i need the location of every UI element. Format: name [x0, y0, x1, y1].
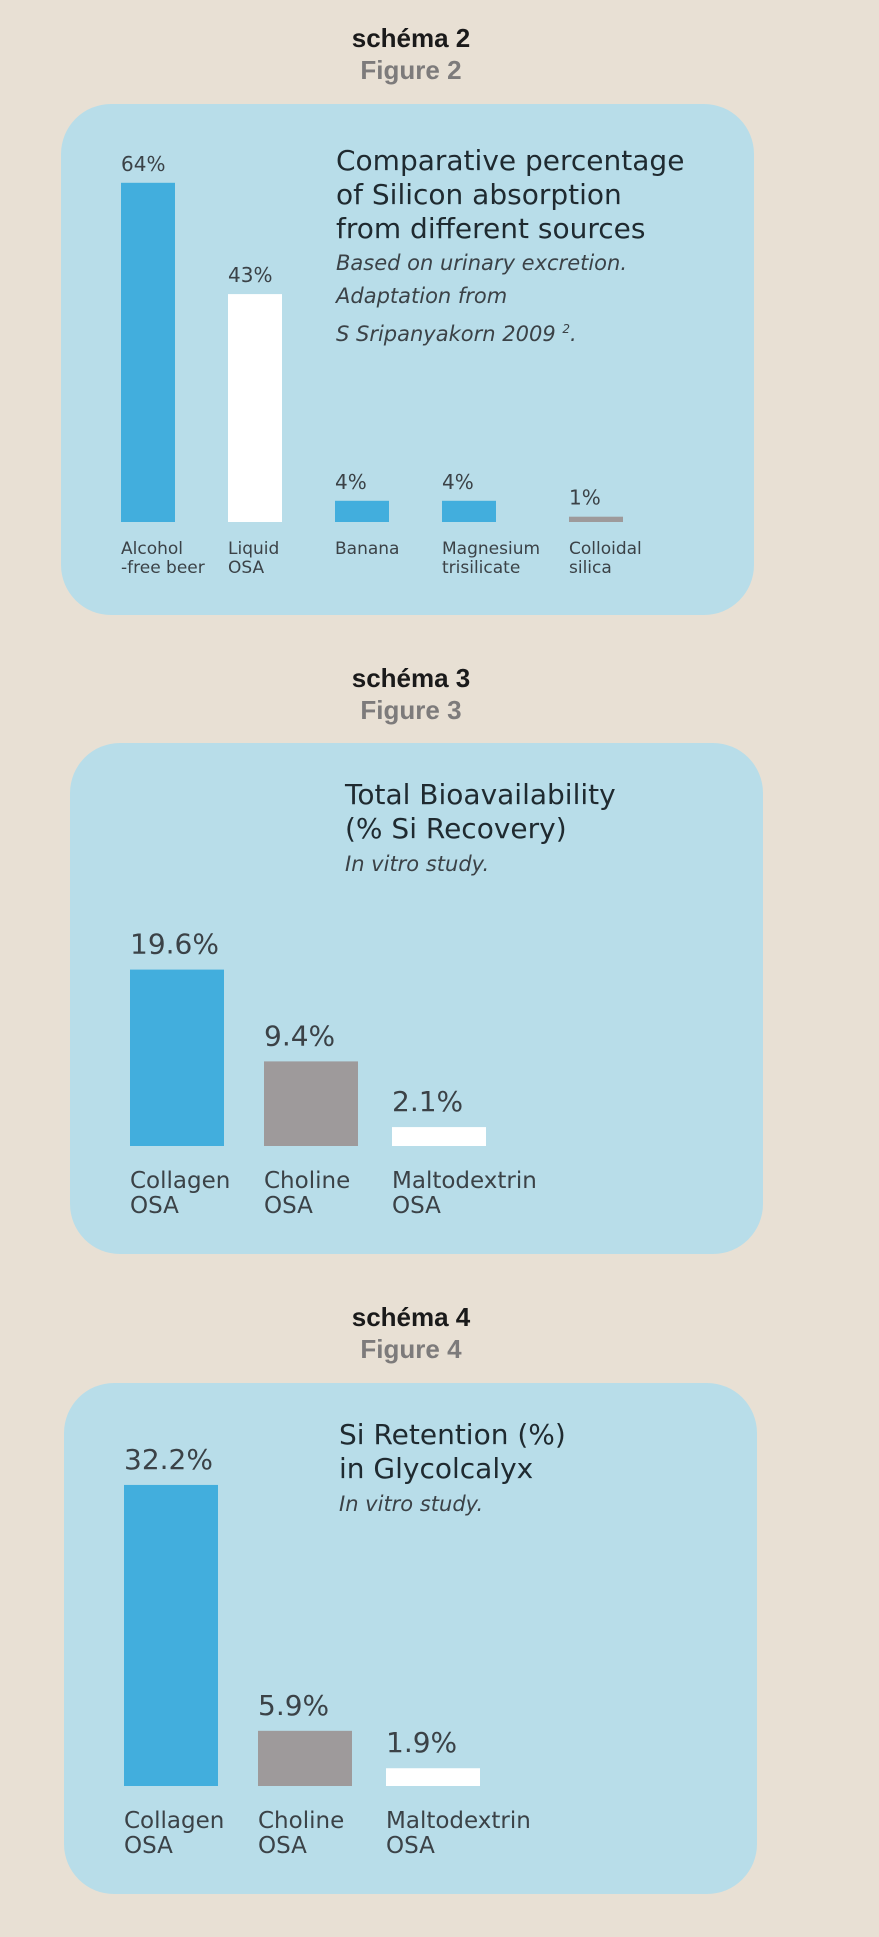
- category-label: OSA: [258, 1833, 307, 1859]
- bar: [121, 182, 175, 523]
- bar: [392, 1127, 486, 1146]
- chart-title: Total Bioavailability (% Si Recovery): [345, 778, 616, 846]
- category-label: Liquid: [228, 539, 279, 559]
- category-label: Choline: [264, 1168, 350, 1194]
- chart-title: Comparative percentage of Silicon absorp…: [336, 144, 684, 246]
- category-label: -free beer: [121, 558, 205, 578]
- citation-superscript: 2: [562, 322, 571, 336]
- category-label: silica: [569, 558, 612, 578]
- bar: [130, 969, 224, 1146]
- category-label: Maltodextrin: [392, 1168, 537, 1194]
- bar: [442, 500, 496, 522]
- category-label: OSA: [264, 1193, 313, 1219]
- subtitle-line: Adaptation from: [336, 284, 508, 308]
- bar: [335, 500, 389, 522]
- chart-title-line: Total Bioavailability: [345, 778, 616, 811]
- figure-3-chart: 19.6%CollagenOSA9.4%CholineOSA2.1%Maltod…: [130, 928, 537, 1219]
- bar: [569, 516, 623, 522]
- value-label: 5.9%: [258, 1689, 329, 1722]
- category-label: Magnesium: [442, 539, 540, 559]
- chart-subtitle: Based on urinary excretion. Adaptation f…: [336, 247, 627, 351]
- category-label: Banana: [335, 539, 399, 559]
- category-label: Collagen: [124, 1808, 224, 1834]
- chart-title-line: Si Retention (%): [339, 1418, 566, 1451]
- value-label: 19.6%: [130, 928, 219, 961]
- chart-title-line: Comparative percentage: [336, 144, 685, 177]
- chart-title: Si Retention (%) in Glycolcalyx: [339, 1418, 566, 1486]
- figure-4-heading-en: Figure 4: [360, 1334, 462, 1364]
- value-label: 64%: [121, 152, 165, 176]
- subtitle-line: In vitro study.: [345, 852, 490, 876]
- figure-3-heading-fr: schéma 3: [351, 663, 471, 693]
- value-label: 32.2%: [124, 1443, 213, 1476]
- value-label: 43%: [228, 263, 272, 287]
- category-label: Alcohol: [121, 539, 183, 559]
- subtitle-line: In vitro study.: [339, 1492, 484, 1516]
- category-label: trisilicate: [442, 558, 520, 578]
- value-label: 1.9%: [386, 1726, 457, 1759]
- category-label: OSA: [386, 1833, 435, 1859]
- chart-subtitle: In vitro study.: [339, 1488, 483, 1521]
- value-label: 1%: [569, 486, 601, 510]
- figure-2-heading-fr: schéma 2: [351, 23, 471, 53]
- category-label: Colloidal: [569, 539, 642, 559]
- value-label: 2.1%: [392, 1085, 463, 1118]
- figure-4-panel: Si Retention (%) in Glycolcalyx In vitro…: [64, 1383, 757, 1894]
- bar: [258, 1730, 352, 1786]
- category-label: Maltodextrin: [386, 1808, 531, 1834]
- figure-4-heading-fr: schéma 4: [351, 1302, 471, 1332]
- figure-2-heading-en: Figure 2: [360, 55, 462, 85]
- figure-3-heading-en: Figure 3: [360, 695, 462, 725]
- category-label: OSA: [130, 1193, 179, 1219]
- category-label: Choline: [258, 1808, 344, 1834]
- chart-title-line: of Silicon absorption: [336, 178, 622, 211]
- chart-title-line: from different sources: [336, 212, 646, 245]
- figure-3-panel: Total Bioavailability (% Si Recovery) In…: [70, 743, 763, 1254]
- chart-title-line: in Glycolcalyx: [339, 1452, 534, 1485]
- category-label: OSA: [124, 1833, 173, 1859]
- bar: [386, 1768, 480, 1786]
- bar: [264, 1061, 358, 1146]
- category-label: Collagen: [130, 1168, 230, 1194]
- bar: [228, 294, 282, 522]
- chart-subtitle: In vitro study.: [345, 848, 489, 881]
- category-label: OSA: [392, 1193, 441, 1219]
- figure-2-panel: Comparative percentage of Silicon absorp…: [61, 104, 754, 615]
- bar: [124, 1484, 218, 1786]
- value-label: 4%: [335, 470, 367, 494]
- value-label: 9.4%: [264, 1019, 335, 1052]
- figure-3-heading: schéma 3 Figure 3: [0, 662, 822, 726]
- figure-4-chart: 32.2%CollagenOSA5.9%CholineOSA1.9%Maltod…: [124, 1443, 531, 1859]
- subtitle-line: Based on urinary excretion.: [336, 251, 628, 275]
- figure-2-heading: schéma 2 Figure 2: [0, 22, 822, 86]
- chart-title-line: (% Si Recovery): [345, 812, 567, 845]
- subtitle-tail: .: [570, 322, 577, 346]
- value-label: 4%: [442, 470, 474, 494]
- subtitle-line: S Sripanyakorn 2009: [336, 322, 556, 346]
- figure-4-heading: schéma 4 Figure 4: [0, 1301, 822, 1365]
- category-label: OSA: [228, 558, 264, 578]
